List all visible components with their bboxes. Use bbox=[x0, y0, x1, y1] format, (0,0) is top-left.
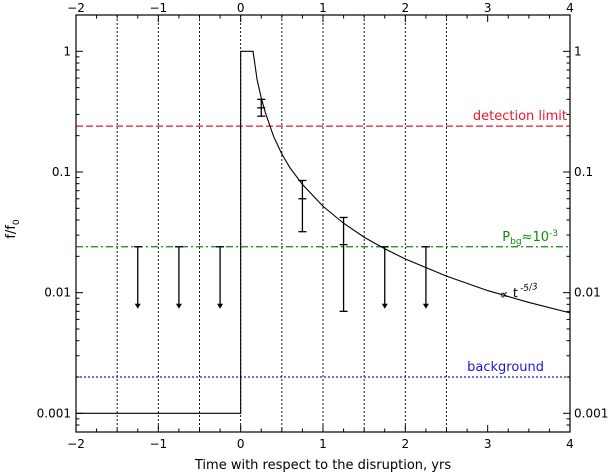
y-tick-label-right: 0.01 bbox=[574, 286, 601, 300]
y-tick-label-right: 1 bbox=[574, 44, 582, 58]
x-tick-label-top: 2 bbox=[402, 1, 410, 15]
horizontal-reference-lines bbox=[76, 125, 570, 378]
x-tick-label-top: 3 bbox=[484, 1, 492, 15]
upper-limit-arrow bbox=[422, 303, 429, 309]
x-tick-label-bottom: 1 bbox=[319, 437, 327, 451]
y-tick-label-right: 0.001 bbox=[574, 406, 608, 420]
x-tick-label-top: 4 bbox=[566, 1, 574, 15]
y-axis-title: f/f0 bbox=[4, 219, 22, 239]
y-tick-label-left: 1 bbox=[63, 44, 71, 58]
x-tick-label-bottom: 0 bbox=[237, 437, 245, 451]
upper-limit-arrow bbox=[381, 303, 388, 309]
x-tick-label-bottom: −1 bbox=[149, 437, 167, 451]
light-curve bbox=[76, 50, 571, 414]
upper-limit-arrow bbox=[175, 303, 182, 309]
x-tick-label-top: −1 bbox=[149, 1, 167, 15]
annotations: detection limit Pbg≈10-3 background ∝ t -5/… bbox=[467, 109, 567, 375]
vertical-dotted-lines bbox=[116, 15, 447, 432]
light-curve-line bbox=[76, 50, 571, 414]
upper-limit-arrow bbox=[134, 303, 141, 309]
tick-labels: −2 −2 −1 −1 0 0 1 1 2 2 3 3 4 4 0.001 0.001 0.01 0.01 0.1 0… bbox=[37, 1, 609, 451]
x-tick-label-bottom: 4 bbox=[566, 437, 574, 451]
x-axis-title: Time with respect to the disruption, yrs bbox=[194, 458, 451, 473]
y-tick-label-left: 0.1 bbox=[52, 165, 71, 179]
y-tick-label-left: 0.01 bbox=[44, 286, 71, 300]
background-label: background bbox=[467, 360, 544, 375]
axis-ticks bbox=[75, 14, 571, 433]
y-tick-label-right: 0.1 bbox=[574, 165, 593, 179]
detection-limit-label: detection limit bbox=[473, 109, 567, 124]
x-tick-label-top: −2 bbox=[67, 1, 85, 15]
x-tick-label-bottom: −2 bbox=[67, 437, 85, 451]
data-points bbox=[133, 98, 430, 312]
x-tick-label-bottom: 2 bbox=[402, 437, 410, 451]
y-tick-label-left: 0.001 bbox=[37, 406, 71, 420]
x-tick-label-bottom: 3 bbox=[484, 437, 492, 451]
power-law-annotation: ∝ t -5/3 bbox=[498, 282, 539, 303]
pbg-label: Pbg≈10-3 bbox=[502, 229, 558, 247]
upper-limit-arrow bbox=[217, 303, 224, 309]
x-tick-label-top: 0 bbox=[237, 1, 245, 15]
x-tick-label-top: 1 bbox=[319, 1, 327, 15]
